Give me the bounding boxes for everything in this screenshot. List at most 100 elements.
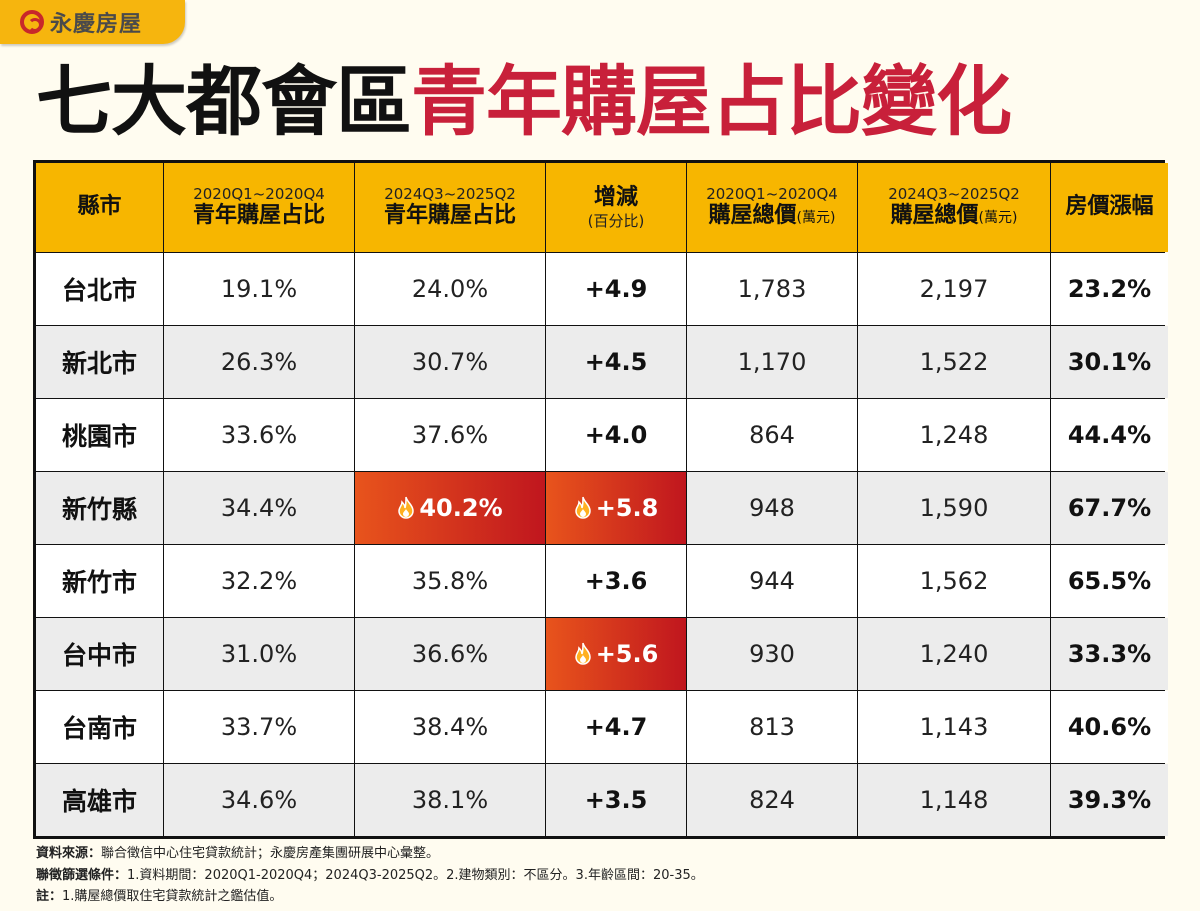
column-header: 2024Q3~2025Q2 購屋總價(萬元) (858, 163, 1050, 252)
column-header-label: 青年購屋占比 (193, 203, 325, 229)
table-cell-share-2020: 34.6% (164, 764, 354, 836)
table-cell-price-2020: 864 (687, 399, 857, 471)
cell-value: 813 (749, 713, 795, 741)
cell-value: 1,522 (919, 348, 989, 376)
cell-value: 38.1% (411, 786, 489, 814)
cell-value: 930 (749, 640, 795, 668)
cell-value: +4.0 (584, 421, 648, 449)
table-cell-growth: 65.5% (1051, 545, 1168, 617)
cell-value: 948 (749, 494, 795, 522)
cell-value: 新北市 (61, 349, 137, 378)
column-header-label: 購屋總價(萬元) (891, 203, 1018, 229)
table-cell-change: +4.7 (546, 691, 686, 763)
table-cell-growth: 23.2% (1051, 253, 1168, 325)
cell-value: +4.7 (584, 713, 648, 741)
column-header-label: 青年購屋占比 (384, 203, 516, 229)
brand-name: 永慶房屋 (50, 12, 143, 37)
table-cell-city: 高雄市 (36, 764, 163, 836)
table-cell-city: 台南市 (36, 691, 163, 763)
table-cell-price-2024: 1,240 (858, 618, 1050, 690)
footer-source: 資料來源：聯合徵信中心住宅貸款統計；永慶房產集團研展中心彙整。 (36, 842, 439, 861)
table-cell-price-2020: 1,170 (687, 326, 857, 398)
column-header-unit: (萬元) (796, 210, 836, 227)
table-cell-share-2024: 38.1% (355, 764, 545, 836)
table-cell-price-2020: 1,783 (687, 253, 857, 325)
cell-value: 2,197 (919, 275, 989, 303)
table-cell-change: +5.6 (546, 618, 686, 690)
table-cell-share-2024: 40.2% (355, 472, 545, 544)
table-cell-price-2020: 944 (687, 545, 857, 617)
note-label: 註： (36, 889, 63, 904)
cell-value: +4.5 (584, 348, 648, 376)
cell-value: 34.4% (220, 494, 298, 522)
table-cell-city: 新竹市 (36, 545, 163, 617)
cell-value: +5.8 (595, 494, 659, 522)
cell-value: 1,170 (737, 348, 807, 376)
cell-value: 高雄市 (61, 787, 137, 816)
column-header: 房價漲幅 (1051, 163, 1168, 252)
source-label: 資料來源： (36, 846, 102, 861)
cell-value: 26.3% (220, 348, 298, 376)
table-cell-change: +5.8 (546, 472, 686, 544)
column-header: 2020Q1~2020Q4 青年購屋占比 (164, 163, 354, 252)
table-cell-growth: 67.7% (1051, 472, 1168, 544)
table-cell-share-2020: 19.1% (164, 253, 354, 325)
table-cell-share-2024: 35.8% (355, 545, 545, 617)
cell-value: 33.7% (220, 713, 298, 741)
table-cell-price-2020: 948 (687, 472, 857, 544)
table-cell-price-2020: 813 (687, 691, 857, 763)
table-cell-share-2024: 36.6% (355, 618, 545, 690)
table-cell-share-2020: 34.4% (164, 472, 354, 544)
column-header: 縣市 (36, 163, 163, 252)
table-cell-share-2020: 32.2% (164, 545, 354, 617)
cell-value: 1,590 (919, 494, 989, 522)
cell-value: 36.6% (411, 640, 489, 668)
column-header: 2020Q1~2020Q4 購屋總價(萬元) (687, 163, 857, 252)
table-cell-price-2024: 1,522 (858, 326, 1050, 398)
column-header-text: 增減 (593, 185, 638, 211)
data-table: 縣市 2020Q1~2020Q4 青年購屋占比 2024Q3~2025Q2 青年購屋占比… (33, 160, 1168, 839)
table-cell-change: +3.6 (546, 545, 686, 617)
cell-value: 桃園市 (61, 422, 137, 451)
table-cell-share-2024: 30.7% (355, 326, 545, 398)
table-cell-price-2024: 1,562 (858, 545, 1050, 617)
fire-icon (397, 496, 415, 520)
table-cell-growth: 44.4% (1051, 399, 1168, 471)
table-cell-share-2024: 38.4% (355, 691, 545, 763)
table-cell-growth: 40.6% (1051, 691, 1168, 763)
table-cell-change: +4.0 (546, 399, 686, 471)
table-cell-change: +4.9 (546, 253, 686, 325)
source-text: 聯合徵信中心住宅貸款統計；永慶房產集團研展中心彙整。 (101, 846, 440, 861)
cell-value: 37.6% (411, 421, 489, 449)
title-part1: 七大都會區 (36, 57, 412, 146)
column-header-label: 購屋總價(萬元) (709, 203, 836, 229)
table-cell-share-2020: 33.6% (164, 399, 354, 471)
column-header-text: 青年購屋占比 (383, 203, 516, 229)
cell-value: 23.2% (1067, 275, 1152, 303)
column-header-label: 房價漲幅 (1065, 194, 1153, 220)
cell-value: 40.6% (1067, 713, 1152, 741)
table-cell-city: 台中市 (36, 618, 163, 690)
column-header-period: 2020Q1~2020Q4 (706, 185, 838, 204)
table-cell-growth: 39.3% (1051, 764, 1168, 836)
table-cell-price-2020: 930 (687, 618, 857, 690)
table-cell-price-2024: 2,197 (858, 253, 1050, 325)
cell-value: 30.1% (1067, 348, 1152, 376)
cell-value: 67.7% (1067, 494, 1152, 522)
column-header-label: 增減 (594, 185, 638, 211)
column-header-period: 2024Q3~2025Q2 (384, 185, 516, 204)
table-cell-city: 新北市 (36, 326, 163, 398)
page-title: 七大都會區青年購屋占比變化 (36, 52, 1012, 152)
cell-value: 24.0% (411, 275, 489, 303)
column-header-text: 房價漲幅 (1065, 194, 1154, 220)
table-cell-change: +4.5 (546, 326, 686, 398)
cell-value: 1,240 (919, 640, 989, 668)
table-cell-change: +3.5 (546, 764, 686, 836)
criteria-label: 聯徵篩選條件： (36, 868, 128, 883)
table-cell-city: 桃園市 (36, 399, 163, 471)
cell-value: +3.5 (584, 786, 648, 814)
table-cell-price-2024: 1,148 (858, 764, 1050, 836)
cell-value: 33.3% (1067, 640, 1152, 668)
cell-value: 824 (749, 786, 795, 814)
table-cell-share-2020: 33.7% (164, 691, 354, 763)
